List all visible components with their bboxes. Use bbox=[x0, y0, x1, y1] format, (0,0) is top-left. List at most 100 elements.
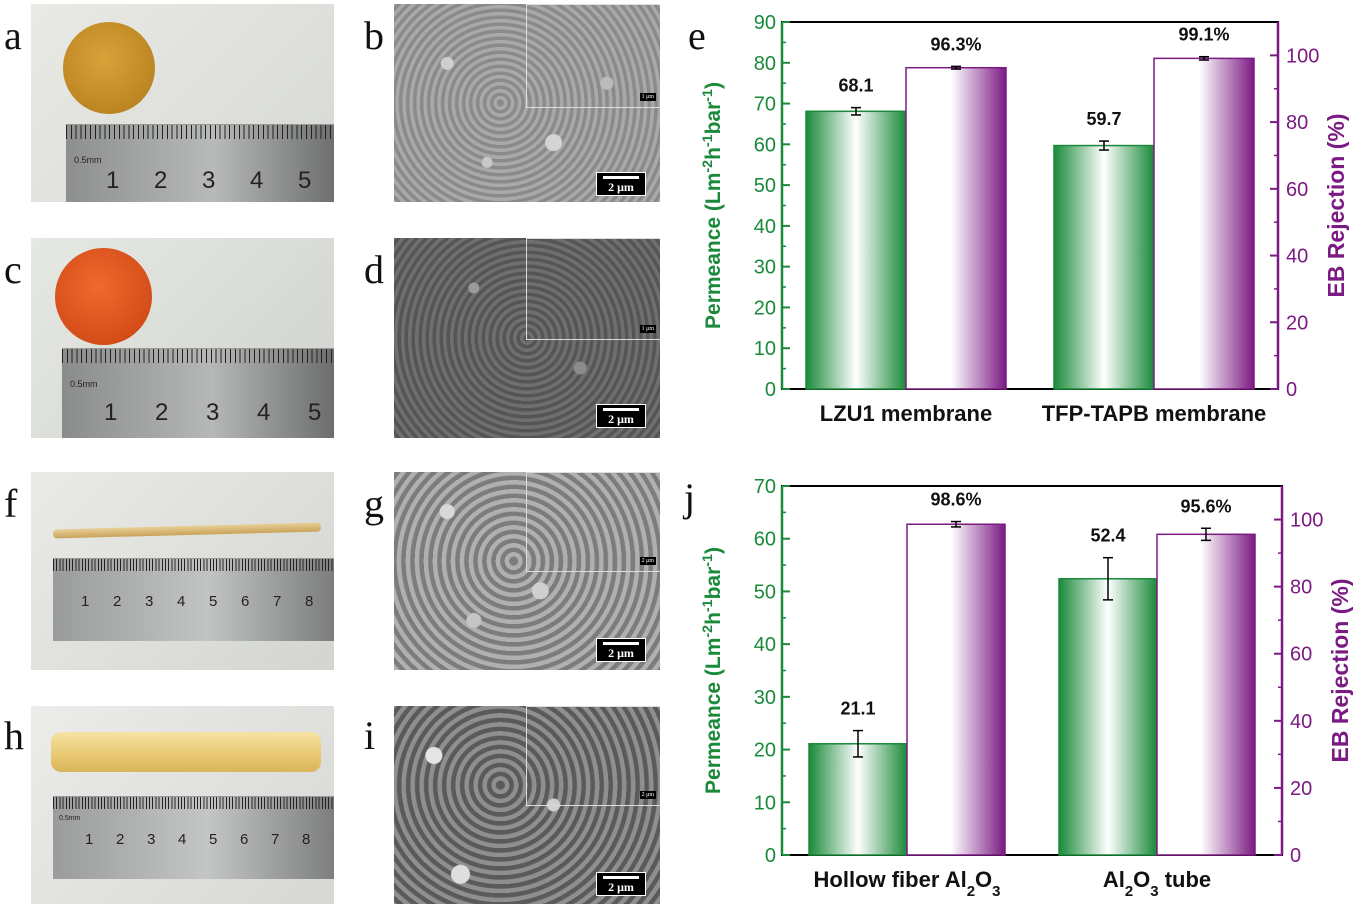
ruler: 0.5mm 1 2 3 4 5 bbox=[66, 124, 334, 202]
category-label: Hollow fiber Al2O3 bbox=[814, 867, 1001, 900]
left-tick-label: 30 bbox=[754, 257, 776, 279]
scale-bar-label: 2 μm bbox=[608, 412, 634, 426]
left-tick-label: 50 bbox=[754, 581, 776, 603]
ruler-number: 2 bbox=[113, 593, 122, 610]
ruler-number: 4 bbox=[257, 399, 271, 426]
category-label: TFP-TAPB membrane bbox=[1042, 401, 1267, 426]
panel-label-j: j bbox=[684, 475, 696, 520]
ruler-number: 1 bbox=[106, 167, 120, 194]
left-tick-label: 40 bbox=[754, 216, 776, 238]
panel-label-e: e bbox=[688, 13, 706, 58]
scale-bar: 2 μm bbox=[596, 872, 646, 896]
photo-tfp-tapb-membrane: 0.5mm 1 2 3 4 5 bbox=[31, 238, 334, 438]
left-tick-label: 0 bbox=[765, 845, 776, 867]
ruler-number: 3 bbox=[202, 167, 216, 194]
ruler-number: 6 bbox=[240, 831, 249, 848]
y-axis-right-label: EB Rejection (%) bbox=[1323, 113, 1349, 297]
ruler-number: 7 bbox=[273, 593, 282, 610]
left-tick-label: 70 bbox=[754, 94, 776, 116]
ruler-number: 7 bbox=[271, 831, 280, 848]
photo-alumina-tube: 0.5mm 1 2 3 4 5 6 7 8 9 bbox=[31, 706, 334, 904]
category-label: LZU1 membrane bbox=[820, 401, 992, 426]
panel-label-g: g bbox=[364, 481, 384, 526]
panel-label-b: b bbox=[364, 13, 384, 58]
rejection-bar bbox=[905, 66, 1007, 390]
permeance-bar bbox=[1058, 578, 1158, 856]
sem-inset-cross-section: 1 μm bbox=[526, 238, 660, 340]
data-label: 21.1 bbox=[840, 699, 875, 719]
right-tick-label: 40 bbox=[1290, 711, 1312, 733]
y-axis-left-label: Permeance (Lm-2h-1bar-1) bbox=[700, 82, 725, 329]
right-tick-label: 60 bbox=[1290, 644, 1312, 666]
ruler-number: 8 bbox=[302, 831, 311, 848]
ruler-number: 9 bbox=[333, 831, 334, 848]
ruler-ticks bbox=[62, 349, 334, 363]
ruler-number: 4 bbox=[177, 593, 186, 610]
hollow-fiber-sample bbox=[52, 522, 322, 539]
right-tick-label: 80 bbox=[1286, 112, 1308, 134]
right-tick-label: 80 bbox=[1290, 577, 1312, 599]
right-tick-label: 0 bbox=[1290, 845, 1301, 867]
right-tick-label: 100 bbox=[1286, 45, 1319, 67]
data-label: 96.3% bbox=[930, 34, 981, 54]
scale-bar: 2 μm bbox=[596, 172, 646, 196]
rejection-bar bbox=[1153, 57, 1255, 390]
ruler-number: 2 bbox=[154, 167, 168, 194]
panel-label-h: h bbox=[4, 713, 24, 758]
membrane-disc bbox=[63, 22, 155, 114]
left-tick-label: 10 bbox=[754, 338, 776, 360]
data-label: 95.6% bbox=[1180, 496, 1231, 516]
sem-image-tfp-tapb-surface: 1 μm 2 μm bbox=[394, 238, 660, 438]
ruler-unit-label: 0.5mm bbox=[59, 815, 81, 822]
permeance-bar bbox=[1053, 144, 1155, 390]
permeance-bar bbox=[805, 110, 907, 390]
left-tick-label: 0 bbox=[765, 379, 776, 401]
sem-inset-cross-section: 2 μm bbox=[526, 472, 660, 572]
permeance-bar bbox=[808, 743, 908, 856]
left-tick-label: 20 bbox=[754, 297, 776, 319]
left-tick-label: 90 bbox=[754, 12, 776, 34]
ruler-ticks bbox=[53, 797, 334, 809]
panel-label-f: f bbox=[4, 481, 18, 526]
ruler-number: 1 bbox=[81, 593, 90, 610]
scale-bar-label: 2 μm bbox=[608, 646, 634, 660]
y-axis-right-label: EB Rejection (%) bbox=[1327, 578, 1353, 762]
alumina-tube-sample bbox=[51, 732, 321, 772]
inset-scale-label: 1 μm bbox=[639, 325, 656, 333]
ruler-number: 3 bbox=[206, 399, 220, 426]
ruler-number: 1 bbox=[85, 831, 94, 848]
sem-inset-cross-section: 1 μm bbox=[526, 4, 660, 108]
ruler-number: 2 bbox=[116, 831, 125, 848]
ruler: 1 2 3 4 5 6 7 8 bbox=[53, 558, 334, 641]
data-label: 98.6% bbox=[930, 490, 981, 510]
ruler-number: 5 bbox=[308, 399, 322, 426]
data-label: 59.7 bbox=[1086, 109, 1121, 129]
ruler-unit-label: 0.5mm bbox=[74, 155, 102, 165]
sem-image-lzu1-surface: 1 μm 2 μm bbox=[394, 4, 660, 202]
panel-label-c: c bbox=[4, 247, 22, 292]
ruler-number: 4 bbox=[250, 167, 264, 194]
data-label: 52.4 bbox=[1090, 526, 1125, 546]
ruler-number: 5 bbox=[209, 831, 218, 848]
ruler-number: 1 bbox=[104, 399, 118, 426]
right-tick-label: 40 bbox=[1286, 246, 1308, 268]
ruler-number: 6 bbox=[241, 593, 250, 610]
rejection-bar bbox=[906, 523, 1006, 856]
left-tick-label: 60 bbox=[754, 529, 776, 551]
scale-bar: 2 μm bbox=[596, 404, 646, 428]
left-tick-label: 50 bbox=[754, 175, 776, 197]
scale-bar: 2 μm bbox=[596, 638, 646, 662]
ruler-number: 3 bbox=[145, 593, 154, 610]
scale-bar-label: 2 μm bbox=[608, 180, 634, 194]
data-label: 99.1% bbox=[1178, 25, 1229, 45]
panel-label-d: d bbox=[364, 247, 384, 292]
left-tick-label: 80 bbox=[754, 53, 776, 75]
ruler: 0.5mm 1 2 3 4 5 6 7 8 9 bbox=[53, 796, 334, 879]
y-axis-left-label: Permeance (Lm-2h-1bar-1) bbox=[700, 547, 725, 794]
left-tick-label: 70 bbox=[754, 476, 776, 498]
inset-scale-label: 1 μm bbox=[639, 93, 656, 101]
ruler-ticks bbox=[53, 559, 334, 571]
left-tick-label: 20 bbox=[754, 740, 776, 762]
data-label: 68.1 bbox=[838, 76, 873, 96]
ruler-number: 2 bbox=[155, 399, 169, 426]
